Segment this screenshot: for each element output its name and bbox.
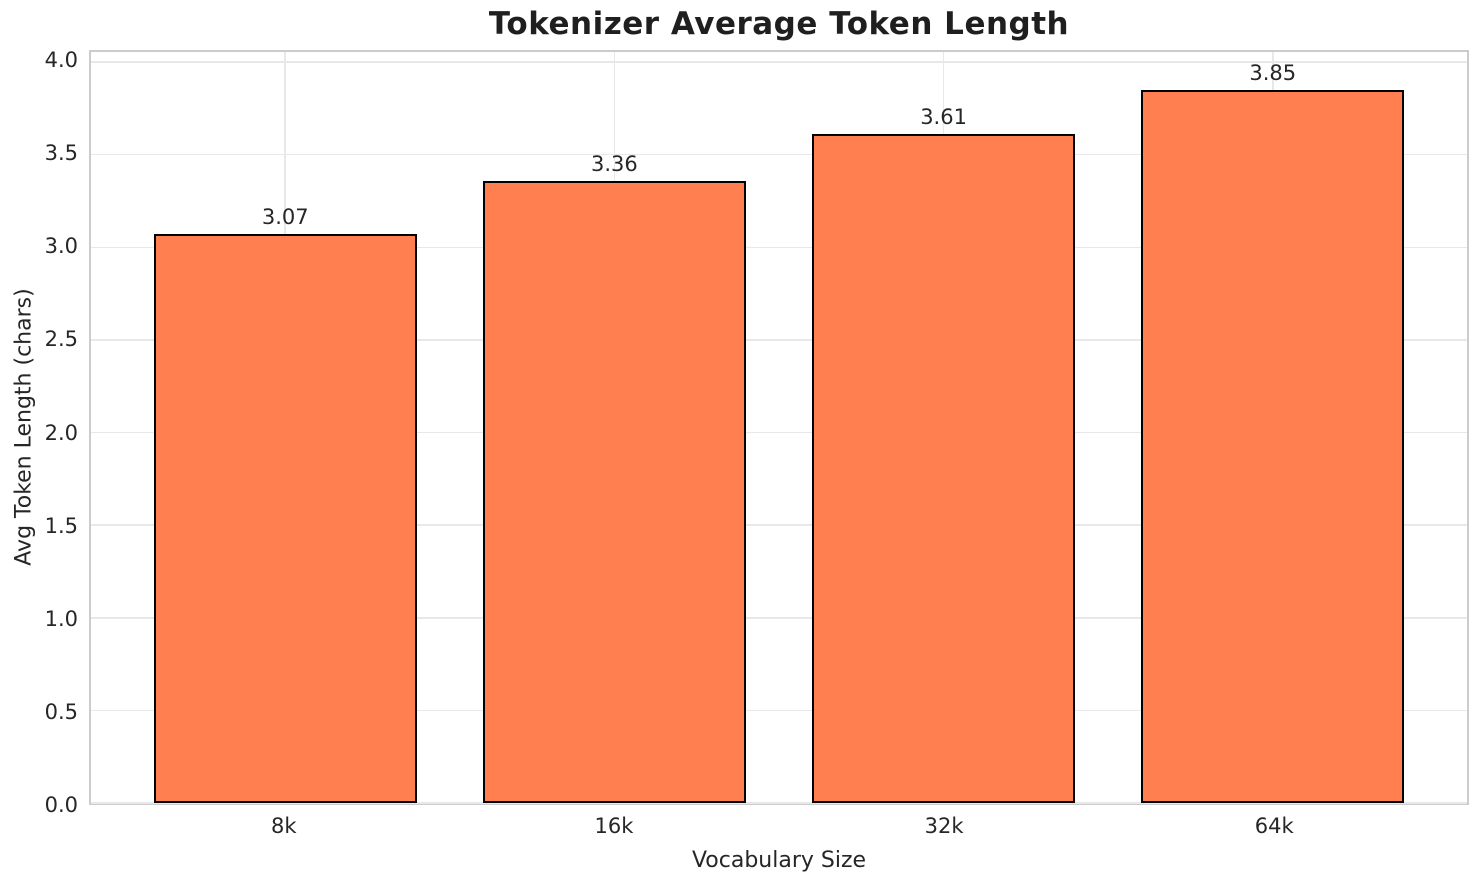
y-tick-label: 3.5 [44, 141, 78, 166]
x-axis-ticks: 8k 16k 32k 64k [89, 814, 1469, 844]
h-gridline [91, 339, 1467, 341]
bar-16k [482, 180, 747, 803]
y-tick-label: 0.0 [44, 793, 78, 817]
y-axis-ticks: 0.0 0.5 1.0 1.5 2.0 2.5 3.0 3.5 4.0 [0, 48, 80, 817]
bar-64k [1141, 89, 1405, 803]
bar-8k [153, 234, 417, 803]
h-gridline [91, 617, 1467, 619]
y-tick-label: 2.5 [44, 327, 78, 352]
x-tick-label: 16k [594, 814, 634, 838]
bar-value-label: 3.36 [591, 151, 638, 176]
x-tick-label: 8k [271, 814, 297, 838]
plot-area: 3.07 3.36 3.61 3.85 [89, 50, 1469, 805]
x-tick-label: 32k [924, 814, 964, 838]
bar-value-label: 3.07 [261, 205, 309, 230]
y-tick-label: 1.5 [44, 513, 78, 538]
y-tick-label: 3.0 [44, 234, 78, 259]
y-tick-label: 1.0 [44, 606, 78, 631]
x-axis-label: Vocabulary Size [691, 848, 867, 873]
h-gridline [91, 802, 1467, 804]
bar-value-label: 3.85 [1249, 60, 1297, 85]
h-gridline [91, 153, 1467, 156]
bar-32k [811, 134, 1076, 803]
bar-value-label: 3.61 [920, 105, 967, 130]
y-tick-label: 0.5 [44, 699, 78, 724]
y-tick-label: 4.0 [44, 48, 78, 73]
chart-title: Tokenizer Average Token Length [488, 6, 1070, 42]
h-gridline [91, 61, 1467, 63]
h-gridline [91, 431, 1467, 434]
x-tick-label: 64k [1254, 814, 1294, 838]
h-gridline [91, 709, 1467, 712]
y-tick-label: 2.0 [44, 420, 78, 445]
h-gridline [91, 524, 1467, 526]
h-gridline [91, 246, 1467, 249]
